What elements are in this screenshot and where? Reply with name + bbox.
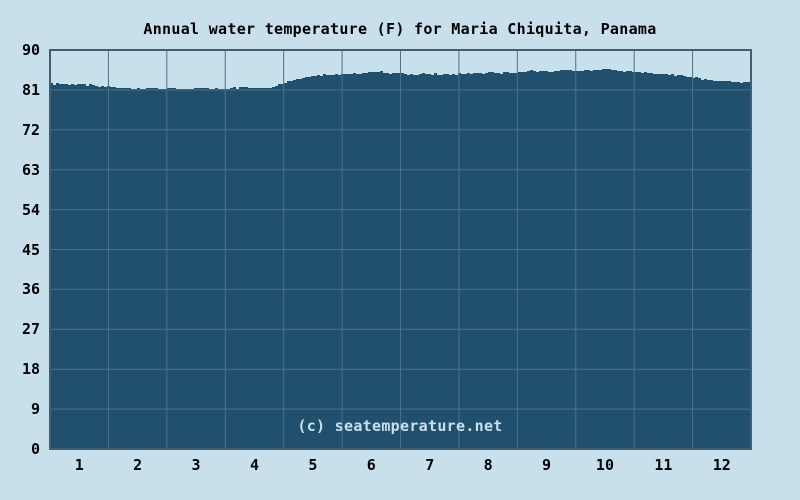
x-axis-label: 6 [366, 456, 376, 474]
x-axis-label: 7 [425, 456, 435, 474]
y-axis-label: 27 [21, 320, 40, 339]
y-axis-label: 0 [30, 440, 40, 458]
y-axis-label: 9 [30, 400, 40, 419]
y-axis-label: 36 [21, 280, 40, 299]
x-axis-label: 9 [542, 456, 552, 474]
x-axis-label: 5 [308, 456, 318, 474]
y-axis-label: 18 [21, 360, 40, 379]
y-axis-label: 90 [21, 41, 40, 59]
x-axis-label: 10 [595, 456, 614, 474]
y-axis-label: 63 [21, 160, 40, 179]
chart-title: Annual water temperature (F) for Maria C… [143, 20, 657, 38]
x-axis-label: 3 [191, 456, 201, 474]
y-axis-label: 72 [21, 120, 40, 139]
x-axis-label: 11 [654, 456, 673, 474]
y-axis-label: 54 [21, 200, 40, 219]
x-axis-label: 12 [712, 456, 731, 474]
y-axis-label: 45 [21, 240, 40, 259]
x-axis-label: 2 [133, 456, 143, 474]
watermark: (c) seatemperature.net [297, 417, 503, 435]
y-axis-label: 81 [21, 80, 40, 99]
x-axis-label: 4 [249, 456, 259, 474]
plot-border [49, 49, 752, 450]
x-axis-label: 8 [483, 456, 493, 474]
x-axis-label: 1 [74, 456, 84, 474]
